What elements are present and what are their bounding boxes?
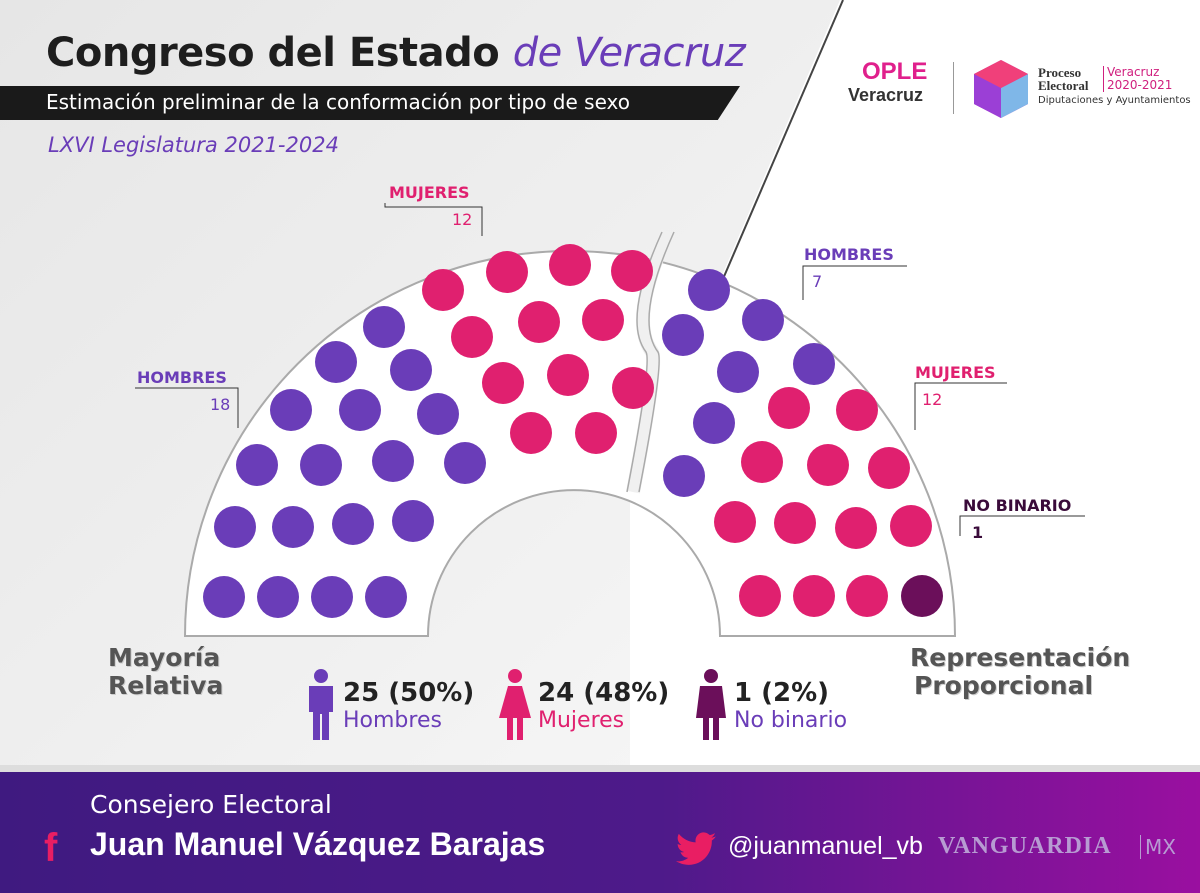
seat-mujeres [510,412,552,454]
twitter-icon[interactable] [676,832,716,866]
label-rp-nobinario: NO BINARIO [963,496,1072,515]
seat-mujeres [486,251,528,293]
woman-icon [499,669,531,740]
seat-hombres [390,349,432,391]
seat-hombres [272,506,314,548]
seat-mujeres [451,316,493,358]
subtitle: Estimación preliminar de la conformación… [46,90,630,114]
proceso-electoral: Proceso Electoral [1038,65,1089,93]
label-mr-mujeres: MUJERES [389,183,470,202]
seat-mujeres [846,575,888,617]
seat-hombres [693,402,735,444]
seat-mujeres [575,412,617,454]
footer-bar [0,772,1200,893]
seat-no-binario [901,575,943,617]
seat-hombres [717,351,759,393]
seat-hombres [688,269,730,311]
seat-mujeres [422,269,464,311]
seat-mujeres [612,367,654,409]
section-mayoria-relativa: Mayoría Relativa [108,643,224,700]
label-mr-hombres: HOMBRES [137,368,227,387]
page-title: Congreso del Estado de Veracruz [46,30,746,76]
legend-hombres: 25 (50%) Hombres [305,668,474,742]
seat-mujeres [807,444,849,486]
seat-hombres [662,314,704,356]
facebook-icon[interactable]: f [44,826,58,870]
subtitle-bar [0,86,740,120]
brand-suffix: MX [1140,835,1176,859]
seat-mujeres [518,301,560,343]
value-rp-hombres: 7 [812,272,823,291]
nonbinary-person-icon [696,669,726,740]
proceso-years: Veracruz 2020-2021 [1103,66,1172,92]
footer-name: Juan Manuel Vázquez Barajas [90,826,546,862]
seat-hombres [214,506,256,548]
seat-mujeres [739,575,781,617]
seat-hombres [663,455,705,497]
seat-mujeres [836,389,878,431]
seat-hombres [339,389,381,431]
logo-divider [953,62,954,114]
callout-lines [135,203,1085,536]
seat-hombres [203,576,245,618]
seat-mujeres [482,362,524,404]
label-rp-hombres: HOMBRES [804,245,894,264]
seat-mujeres [741,441,783,483]
seat-hombres [270,389,312,431]
value-mr-mujeres: 12 [452,210,473,229]
seat-mujeres [768,387,810,429]
value-rp-nobinario: 1 [972,523,984,542]
section-representacion-proporcional: Representación Proporcional [910,643,1131,700]
legend-no-binario: 1 (2%) No binario [694,668,847,742]
seat-hombres [363,306,405,348]
seat-hombres [365,576,407,618]
legislature: LXVI Legislatura 2021-2024 [48,133,339,157]
seat-chart [203,244,943,618]
seat-hombres [417,393,459,435]
seat-hombres [236,444,278,486]
twitter-handle[interactable]: @juanmanuel_vb [728,832,923,860]
seat-hombres [742,299,784,341]
legend-mujeres: 24 (48%) Mujeres [498,668,669,742]
seat-mujeres [611,250,653,292]
seat-mujeres [793,575,835,617]
seat-mujeres [835,507,877,549]
seat-hombres [257,576,299,618]
ballot-box-logo [974,60,1028,118]
seat-hombres [300,444,342,486]
label-rp-mujeres: MUJERES [915,363,996,382]
seat-mujeres [890,505,932,547]
seat-mujeres [868,447,910,489]
footer-role: Consejero Electoral [90,790,332,819]
seat-hombres [311,576,353,618]
seat-hombres [315,341,357,383]
seat-mujeres [774,502,816,544]
seat-hombres [372,440,414,482]
seat-hombres [392,500,434,542]
seat-mujeres [714,501,756,543]
seat-hombres [332,503,374,545]
value-rp-mujeres: 12 [922,390,943,409]
seat-hombres [793,343,835,385]
proceso-caption: Diputaciones y Ayuntamientos [1038,95,1191,106]
value-mr-hombres: 18 [210,395,231,414]
seat-hombres [444,442,486,484]
man-icon [309,669,333,740]
seat-mujeres [547,354,589,396]
seat-mujeres [582,299,624,341]
brand-logo: VANGUARDIA [938,833,1112,859]
seat-mujeres [549,244,591,286]
